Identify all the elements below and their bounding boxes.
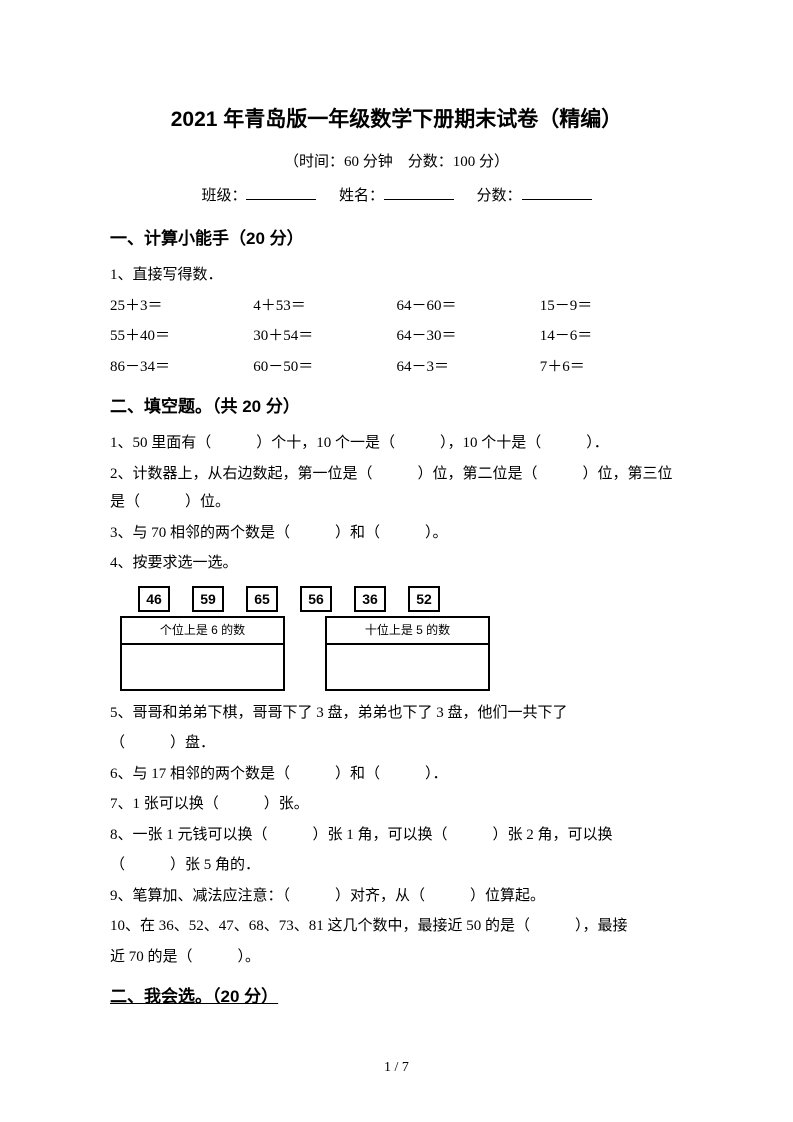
s1-q1: 1、直接写得数． <box>110 261 683 290</box>
calc-cell: 14－6＝ <box>540 322 683 351</box>
s2-q5b: （ ）盘． <box>110 729 683 758</box>
s2-q6: 6、与 17 相邻的两个数是（ ）和（ ）． <box>110 760 683 789</box>
num-box: 65 <box>246 586 278 612</box>
section-1-heading: 一、计算小能手（20 分） <box>110 223 683 255</box>
section-3-heading: 二、我会选。（20 分） <box>110 981 683 1013</box>
name-label: 姓名： <box>339 188 384 204</box>
calc-cell: 4＋53＝ <box>253 292 396 321</box>
calc-cell: 64－3＝ <box>397 353 540 382</box>
calc-row: 86－34＝ 60－50＝ 64－3＝ 7＋6＝ <box>110 353 683 382</box>
s2-q8a: 8、一张 1 元钱可以换（ ）张 1 角，可以换（ ）张 2 角，可以换 <box>110 821 683 850</box>
num-box: 36 <box>354 586 386 612</box>
class-blank[interactable] <box>246 185 316 200</box>
number-boxes-row: 46 59 65 56 36 52 <box>138 586 683 612</box>
calc-cell: 64－30＝ <box>397 322 540 351</box>
calc-cell: 15－9＝ <box>540 292 683 321</box>
score-label: 分数： <box>477 188 522 204</box>
s2-q10a: 10、在 36、52、47、68、73、81 这几个数中，最接近 50 的是（ … <box>110 912 683 941</box>
calc-cell: 25＋3＝ <box>110 292 253 321</box>
calc-row: 55＋40＝ 30＋54＝ 64－30＝ 14－6＝ <box>110 322 683 351</box>
s2-q8b: （ ）张 5 角的． <box>110 851 683 880</box>
drop-box-ones-6[interactable]: 个位上是 6 的数 <box>120 616 285 691</box>
s2-q5a: 5、哥哥和弟弟下棋，哥哥下了 3 盘，弟弟也下了 3 盘，他们一共下了 <box>110 699 683 728</box>
class-label: 班级： <box>201 188 246 204</box>
section-2-heading: 二、填空题。（共 20 分） <box>110 391 683 423</box>
s2-q10b: 近 70 的是（ ）。 <box>110 943 683 972</box>
s2-q1: 1、50 里面有（ ）个十，10 个一是（ ），10 个十是（ ）． <box>110 429 683 458</box>
num-box: 52 <box>408 586 440 612</box>
name-blank[interactable] <box>384 185 454 200</box>
score-blank[interactable] <box>522 185 592 200</box>
exam-title: 2021 年青岛版一年级数学下册期末试卷（精编） <box>110 100 683 140</box>
num-box: 56 <box>300 586 332 612</box>
calc-row: 25＋3＝ 4＋53＝ 64－60＝ 15－9＝ <box>110 292 683 321</box>
drop-boxes-row: 个位上是 6 的数 十位上是 5 的数 <box>120 616 683 691</box>
num-box: 59 <box>192 586 224 612</box>
calc-cell: 55＋40＝ <box>110 322 253 351</box>
s2-q7: 7、1 张可以换（ ）张。 <box>110 790 683 819</box>
drop-box-label: 个位上是 6 的数 <box>122 618 283 645</box>
s2-q2: 2、计数器上，从右边数起，第一位是（ ）位，第二位是（ ）位，第三位是（ ）位。 <box>110 460 683 517</box>
s2-q3: 3、与 70 相邻的两个数是（ ）和（ ）。 <box>110 519 683 548</box>
s2-q9: 9、笔算加、减法应注意：（ ）对齐，从（ ）位算起。 <box>110 882 683 911</box>
calc-cell: 7＋6＝ <box>540 353 683 382</box>
student-info-line: 班级： 姓名： 分数： <box>110 182 683 211</box>
calc-cell: 86－34＝ <box>110 353 253 382</box>
calc-cell: 64－60＝ <box>397 292 540 321</box>
drop-box-tens-5[interactable]: 十位上是 5 的数 <box>325 616 490 691</box>
num-box: 46 <box>138 586 170 612</box>
calc-cell: 30＋54＝ <box>253 322 396 351</box>
page-number: 1 / 7 <box>0 1055 793 1082</box>
drop-box-label: 十位上是 5 的数 <box>327 618 488 645</box>
exam-subtitle: （时间：60 分钟 分数：100 分） <box>110 148 683 177</box>
s2-q4: 4、按要求选一选。 <box>110 549 683 578</box>
calc-cell: 60－50＝ <box>253 353 396 382</box>
sort-diagram: 46 59 65 56 36 52 个位上是 6 的数 十位上是 5 的数 <box>120 586 683 691</box>
